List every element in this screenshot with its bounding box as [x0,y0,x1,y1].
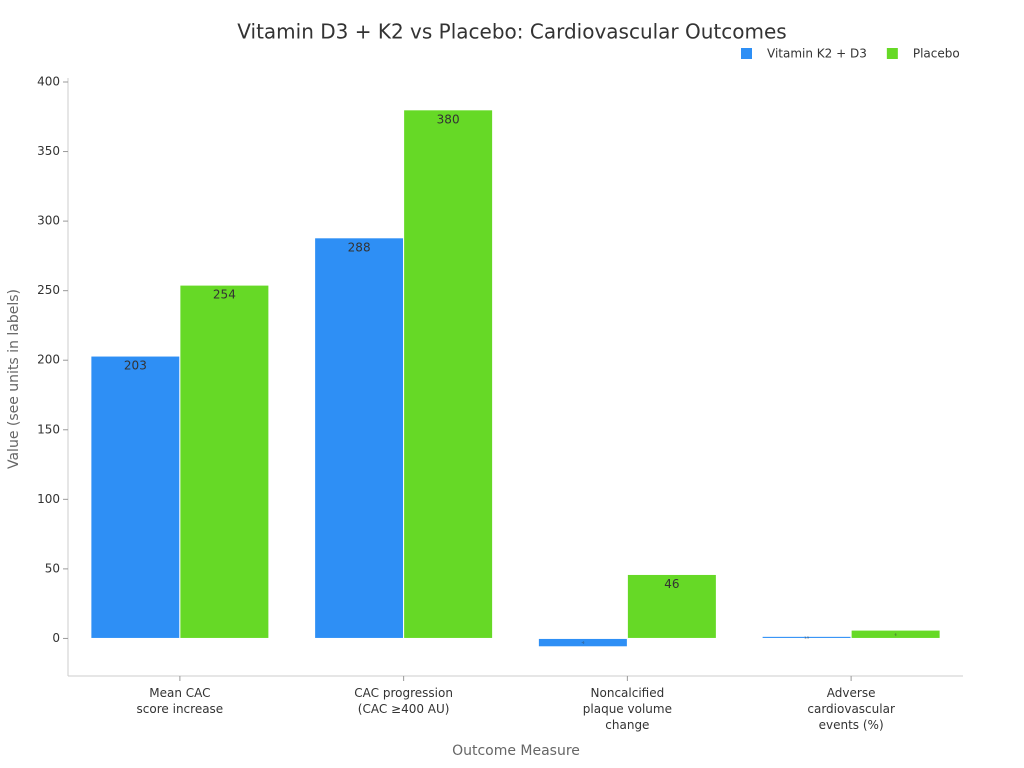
x-tick-label: CAC progression (CAC ≥400 AU) [354,686,453,716]
legend-label: Vitamin K2 + D3 [767,47,867,61]
legend-label: Placebo [913,47,960,61]
y-tick-label: 200 [37,353,60,367]
bar [537,637,628,648]
legend-swatch [741,48,752,59]
y-tick-label: 150 [37,422,60,436]
y-axis-label: Value (see units in labels) [6,289,22,469]
bar [403,109,494,639]
y-tick-label: 50 [45,561,60,575]
y-tick-label: 350 [37,144,60,158]
y-tick-label: 300 [37,214,60,228]
bar [850,629,941,639]
bar [90,355,181,639]
x-tick-label: Adverse cardiovascular events (%) [807,686,895,732]
data-label: 6 [895,632,897,636]
data-label: 203 [124,359,147,373]
data-label: 288 [348,240,371,254]
x-tick-label: Noncalcified plaque volume change [582,686,672,732]
y-tick-label: 250 [37,283,60,297]
legend-swatch [886,48,898,59]
y-tick-label: 400 [37,75,60,89]
data-label: 254 [213,288,236,302]
y-tick-label: 100 [37,492,60,506]
data-label: 1.5 [804,635,809,639]
chart-title: Vitamin D3 + K2 vs Placebo: Cardiovascul… [237,20,786,44]
data-label: 46 [664,577,679,591]
data-label: -6 [581,641,584,645]
x-axis-label: Outcome Measure [452,743,580,759]
bar [626,573,717,639]
bar [314,237,405,639]
bar [179,284,270,639]
data-label: 380 [437,112,460,126]
x-tick-label: Mean CAC score increase [136,686,224,716]
y-tick-label: 0 [52,631,60,645]
